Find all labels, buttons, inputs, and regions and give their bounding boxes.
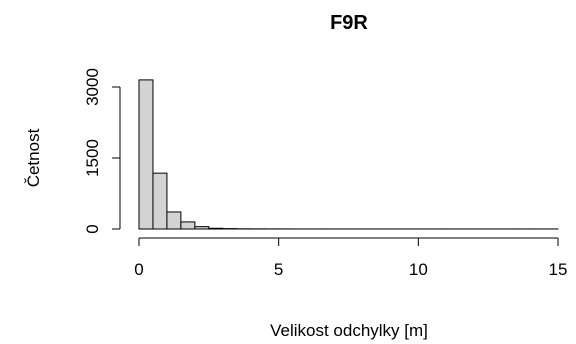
x-axis: 0 5 10 15 [134, 237, 568, 279]
x-tick-label: 10 [409, 260, 428, 279]
y-tick-label: 3000 [83, 68, 102, 106]
histogram-bar [166, 211, 182, 230]
x-tick-label: 5 [274, 260, 283, 279]
histogram-bar [194, 226, 210, 230]
histogram-bar [152, 172, 168, 230]
histogram-bar [180, 221, 196, 230]
x-tick-label: 0 [134, 260, 143, 279]
bars-group [138, 79, 559, 230]
chart-title: F9R [330, 12, 368, 34]
y-tick-label: 1500 [83, 139, 102, 177]
y-tick-label: 0 [83, 224, 102, 233]
histogram-bar [208, 227, 224, 230]
x-tick-label: 15 [549, 260, 568, 279]
x-axis-label: Velikost odchylky [m] [270, 321, 428, 340]
histogram-bar [138, 79, 154, 230]
y-axis-label: Četnost [24, 128, 43, 187]
y-axis: 0 1500 3000 [83, 68, 121, 234]
